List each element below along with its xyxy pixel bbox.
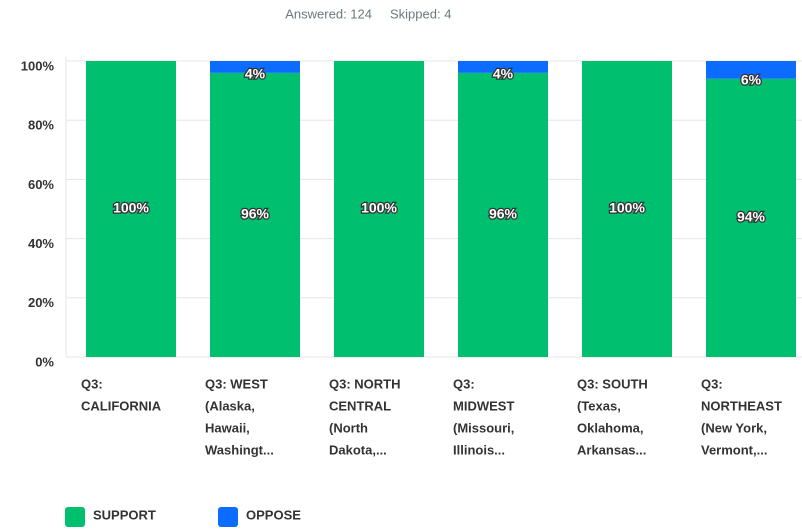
bar-segment bbox=[210, 61, 300, 73]
x-tick-label: (Texas, bbox=[577, 398, 621, 413]
x-tick-label: Q3: SOUTH bbox=[577, 376, 648, 391]
skipped: Skipped: 4 bbox=[390, 6, 451, 21]
x-tick-label: (North bbox=[329, 420, 368, 435]
x-tick-label: Q3: WEST bbox=[205, 376, 268, 391]
y-tick-label: 100% bbox=[21, 58, 55, 73]
bar-segment bbox=[334, 61, 424, 357]
data-label: 96% bbox=[241, 206, 270, 222]
x-tick-label: Oklahoma, bbox=[577, 420, 643, 435]
y-tick-label: 0% bbox=[35, 354, 54, 369]
bar-segment bbox=[458, 72, 548, 357]
legend-label: SUPPORT bbox=[93, 507, 156, 522]
answered: Answered: 124 bbox=[285, 6, 372, 21]
bar-segment bbox=[582, 61, 672, 357]
x-tick-label: Dakota,... bbox=[329, 442, 387, 457]
data-label: 4% bbox=[245, 66, 266, 82]
data-label: 94% bbox=[737, 209, 766, 225]
x-tick-label: NORTHEAST bbox=[701, 398, 782, 413]
data-label: 4% bbox=[493, 66, 514, 82]
data-label: 100% bbox=[113, 200, 149, 216]
x-tick-label: Illinois... bbox=[453, 442, 505, 457]
x-tick-label: Washingt... bbox=[205, 442, 274, 457]
x-tick-label: Q3: bbox=[453, 376, 475, 391]
x-tick-label: Vermont,... bbox=[701, 442, 767, 457]
bar-segment bbox=[706, 78, 796, 357]
legend-swatch bbox=[218, 507, 238, 527]
x-tick-label: Q3: bbox=[81, 376, 103, 391]
data-label: 100% bbox=[609, 200, 645, 216]
x-tick-label: CALIFORNIA bbox=[81, 398, 162, 413]
y-tick-label: 40% bbox=[28, 236, 54, 251]
legend-label: OPPOSE bbox=[246, 507, 301, 522]
bar-segment bbox=[706, 61, 796, 79]
bar-segment bbox=[86, 61, 176, 357]
bar-segment bbox=[210, 72, 300, 357]
x-tick-label: Arkansas... bbox=[577, 442, 646, 457]
bar-segment bbox=[458, 61, 548, 73]
y-tick-label: 80% bbox=[28, 118, 54, 133]
x-tick-label: MIDWEST bbox=[453, 398, 514, 413]
x-tick-label: Q3: NORTH bbox=[329, 376, 401, 391]
x-tick-label: CENTRAL bbox=[329, 398, 391, 413]
x-tick-label: (Missouri, bbox=[453, 420, 514, 435]
x-tick-label: Q3: bbox=[701, 376, 723, 391]
y-tick-label: 20% bbox=[28, 295, 54, 310]
data-label: 100% bbox=[361, 200, 397, 216]
legend-swatch bbox=[65, 507, 85, 527]
y-tick-label: 60% bbox=[28, 177, 54, 192]
x-tick-label: Hawaii, bbox=[205, 420, 250, 435]
x-tick-label: (New York, bbox=[701, 420, 767, 435]
data-label: 96% bbox=[489, 206, 518, 222]
x-tick-label: (Alaska, bbox=[205, 398, 255, 413]
data-label: 6% bbox=[741, 71, 762, 87]
